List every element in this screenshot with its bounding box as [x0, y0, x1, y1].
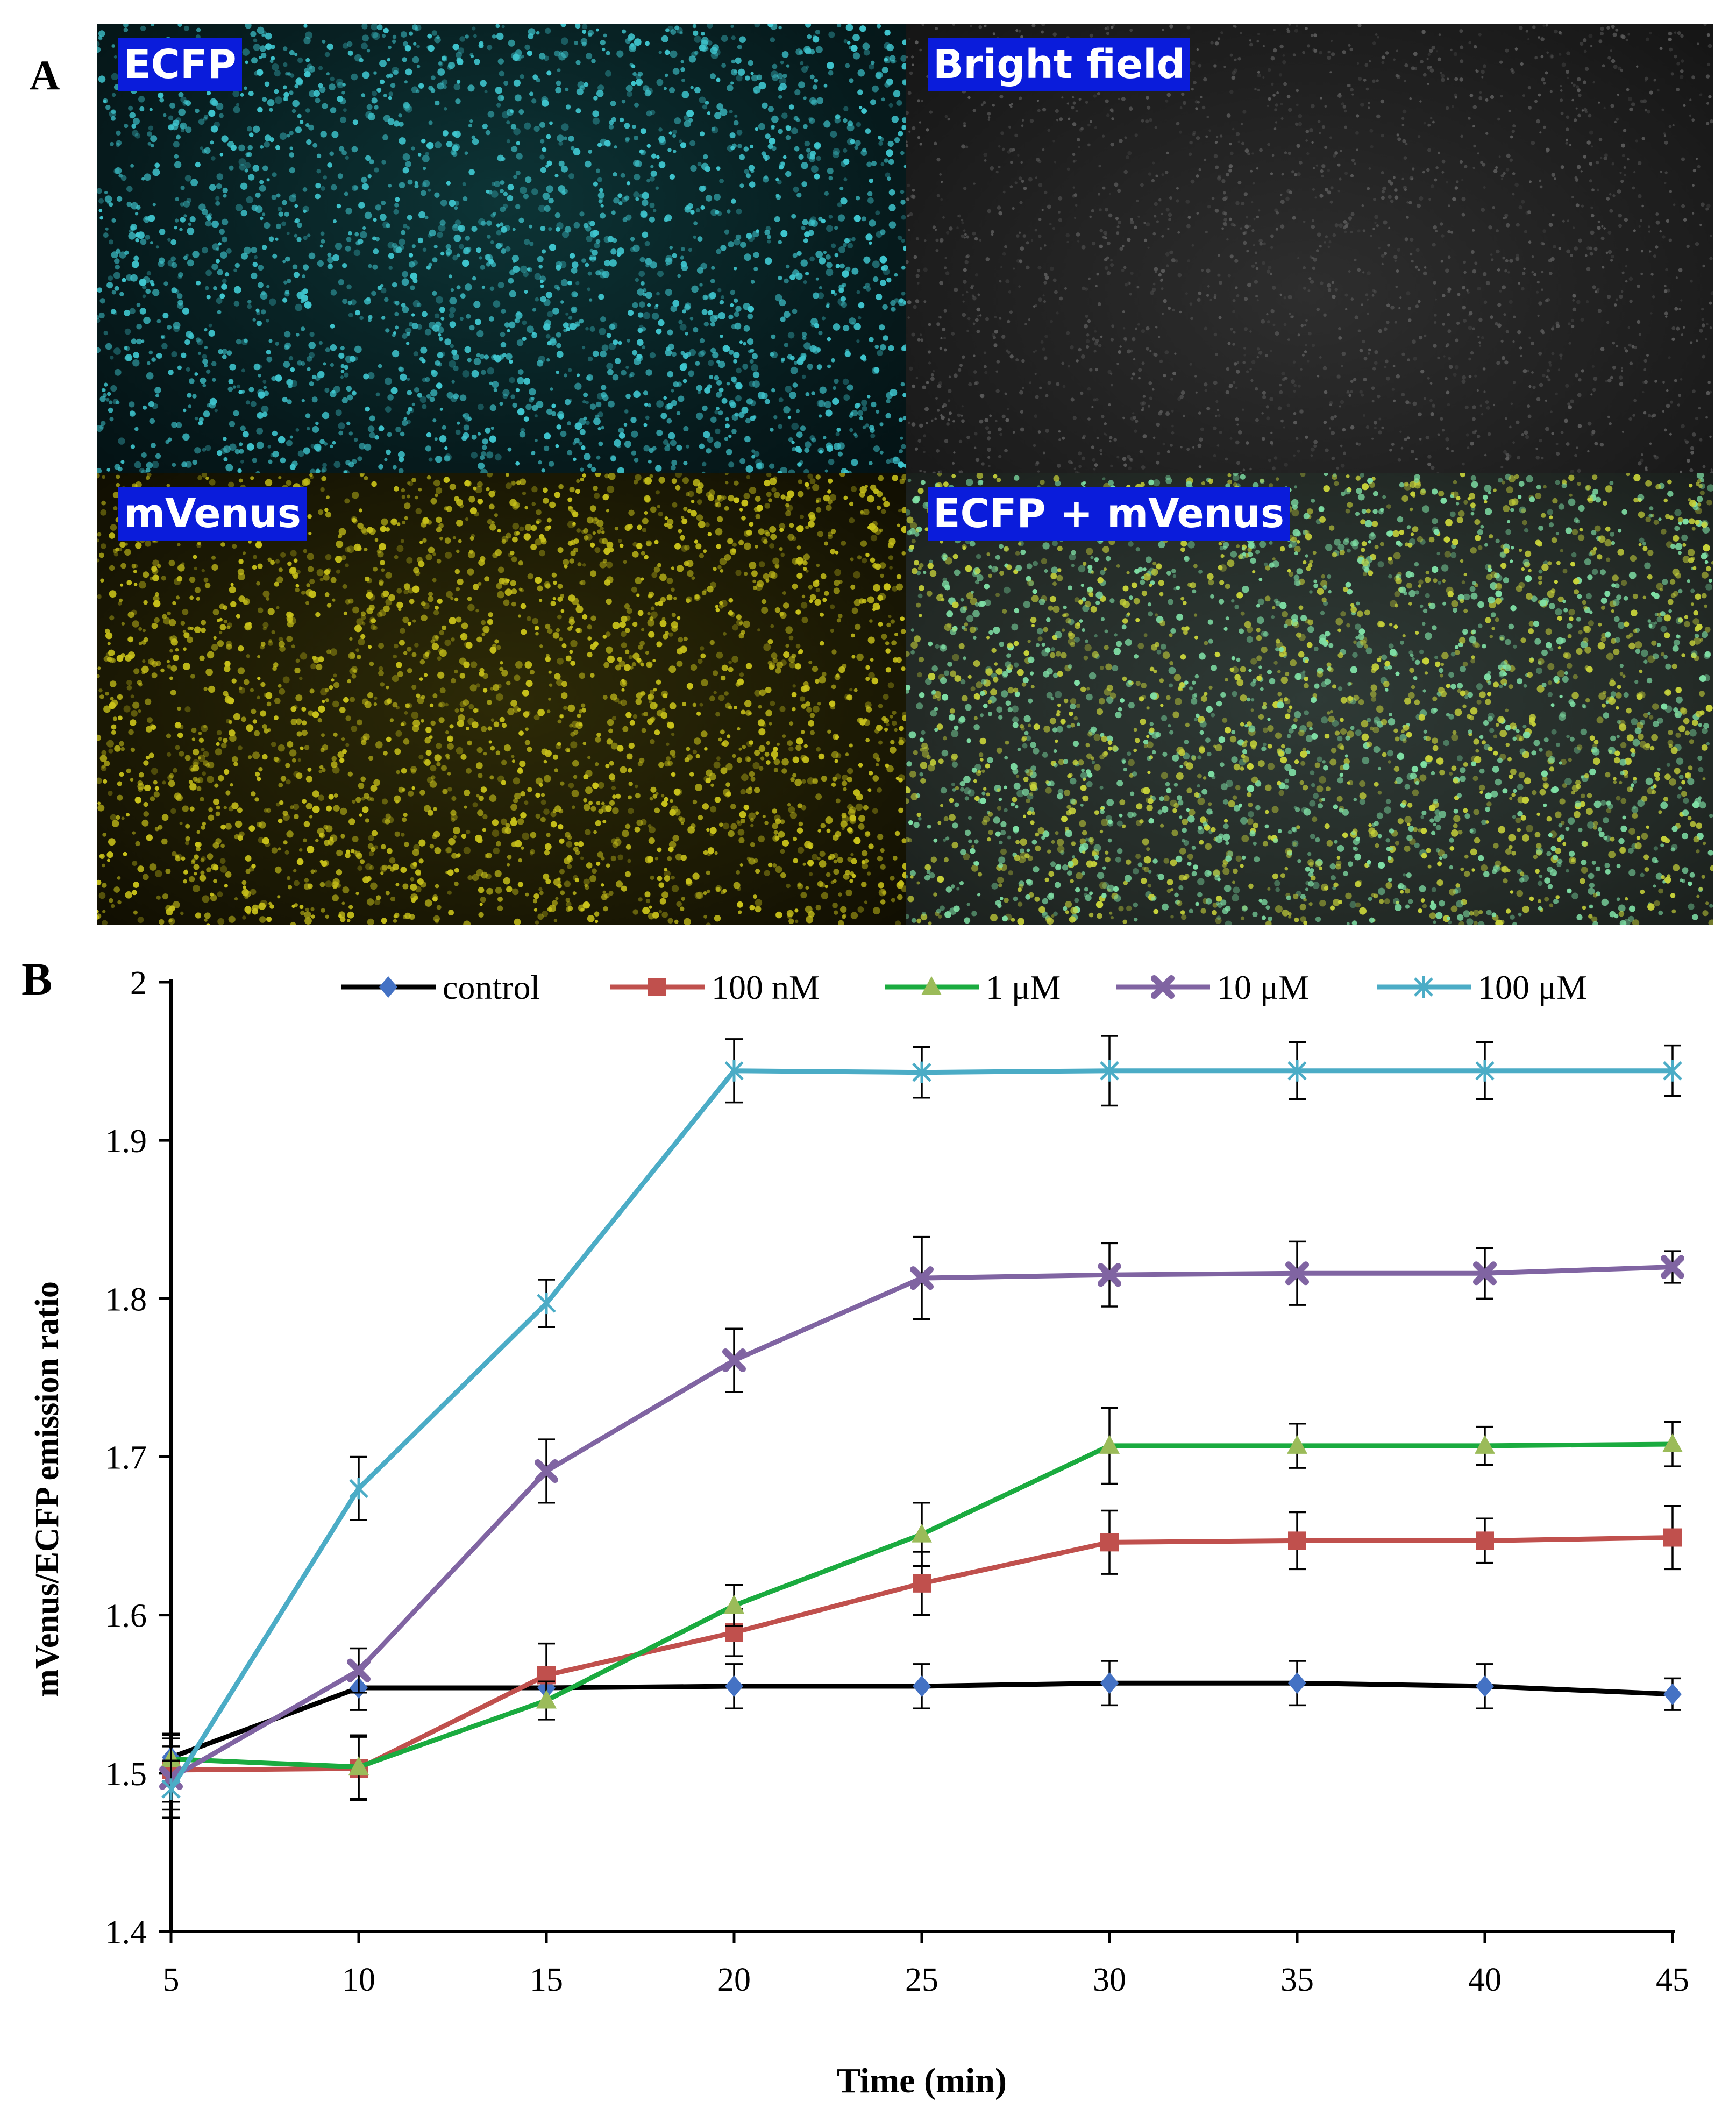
data-point-triangle: [1287, 1435, 1307, 1454]
x-tick-label: 10: [342, 1962, 375, 1998]
x-tick-label: 45: [1656, 1962, 1689, 1998]
data-point-star: [349, 1478, 368, 1500]
x-tick-label: 5: [163, 1962, 180, 1998]
legend: control 100 nM 1 μM 10 μM 100 μM: [341, 968, 1587, 1006]
mvenus-cells-image: [97, 473, 906, 925]
series-2: [161, 1407, 1683, 1800]
legend-label: 10 μM: [1217, 968, 1309, 1006]
data-point-triangle: [348, 1756, 369, 1776]
data-point-star: [161, 1778, 181, 1800]
data-point-x: [535, 1459, 558, 1483]
data-point-legend-x: [1151, 975, 1175, 999]
data-point-x: [1473, 1261, 1497, 1286]
data-point-square: [1288, 1531, 1306, 1550]
data-point-square: [913, 1574, 931, 1593]
y-axis-title: mVenus/ECFP emission ratio: [29, 1281, 66, 1697]
x-axis-title: Time (min): [837, 2061, 1007, 2100]
data-point-diamond: [725, 1675, 743, 1698]
data-point-square: [1663, 1528, 1682, 1547]
data-point-diamond: [1663, 1683, 1682, 1705]
data-point-star: [1475, 1060, 1495, 1082]
data-point-triangle: [1099, 1435, 1120, 1454]
bright-field-label: Bright field: [928, 38, 1191, 91]
x-tick-label: 20: [717, 1962, 751, 1998]
mvenus-label: mVenus: [118, 487, 307, 541]
data-point-diamond: [913, 1675, 931, 1698]
mvenus-image: mVenus: [97, 473, 906, 925]
y-tick-label: 2: [130, 965, 147, 1002]
data-point-star: [912, 1061, 931, 1083]
legend-label: control: [443, 968, 540, 1006]
data-point-star: [1663, 1060, 1682, 1082]
ecfp-cells-image: [97, 24, 906, 473]
data-point-diamond: [1476, 1675, 1494, 1698]
bright-field-image: Bright field: [906, 24, 1713, 473]
y-tick-label: 1.9: [105, 1123, 147, 1160]
y-tick-label: 1.5: [105, 1756, 147, 1793]
data-point-square: [1476, 1531, 1494, 1550]
y-tick-label: 1.7: [105, 1440, 147, 1476]
data-point-star: [1100, 1060, 1119, 1082]
merge-cells-image: [906, 473, 1713, 925]
merge-label: ECFP + mVenus: [928, 487, 1290, 541]
microscopy-grid: ECFP Bright field mVenus ECFP + mVenus: [97, 24, 1713, 925]
legend-label: 100 nM: [712, 968, 820, 1006]
series-4: [161, 1035, 1682, 1819]
data-point-x: [1661, 1255, 1684, 1279]
data-point-star: [537, 1293, 556, 1315]
data-point-legend-star: [1414, 976, 1433, 998]
y-tick-label: 1.4: [105, 1914, 147, 1951]
bright-field-cells-image: [906, 24, 1713, 473]
legend-label: 100 μM: [1478, 968, 1587, 1006]
data-point-triangle: [536, 1689, 557, 1709]
data-point-diamond: [1288, 1672, 1306, 1694]
data-point-x: [347, 1658, 371, 1682]
data-point-x: [910, 1266, 934, 1290]
data-point-x: [722, 1348, 746, 1373]
data-point-star: [1287, 1060, 1307, 1082]
data-point-legend-triangle: [921, 976, 942, 995]
panel-a-letter: A: [30, 52, 60, 98]
data-point-triangle: [912, 1523, 932, 1543]
series-3: [159, 1235, 1684, 1811]
legend-label: 1 μM: [986, 968, 1061, 1006]
y-tick-label: 1.6: [105, 1598, 147, 1635]
x-tick-label: 30: [1093, 1962, 1126, 1998]
data-point-x: [1098, 1263, 1121, 1287]
data-point-x: [1285, 1261, 1309, 1286]
data-point-legend-diamond: [379, 976, 397, 998]
ecfp-image: ECFP: [97, 24, 906, 473]
panel-b-letter: B: [22, 953, 53, 1005]
x-tick-label: 35: [1280, 1962, 1314, 1998]
line-chart: 1.41.51.61.71.81.925 10 15 20 25 30 35 40 45Time…: [29, 965, 1689, 2100]
data-point-triangle: [1475, 1435, 1495, 1454]
ecfp-label: ECFP: [118, 38, 242, 91]
merge-image: ECFP + mVenus: [906, 473, 1713, 925]
x-tick-label: 15: [530, 1962, 563, 1998]
data-point-triangle: [1662, 1433, 1683, 1452]
data-point-square: [1100, 1533, 1119, 1552]
x-tick-label: 25: [905, 1962, 938, 1998]
data-point-legend-square: [648, 978, 666, 996]
data-point-triangle: [724, 1595, 744, 1614]
y-tick-label: 1.8: [105, 1281, 147, 1318]
data-point-diamond: [1100, 1672, 1119, 1694]
data-point-star: [724, 1060, 744, 1082]
series-0: [162, 1660, 1682, 1783]
x-tick-label: 40: [1468, 1962, 1502, 1998]
